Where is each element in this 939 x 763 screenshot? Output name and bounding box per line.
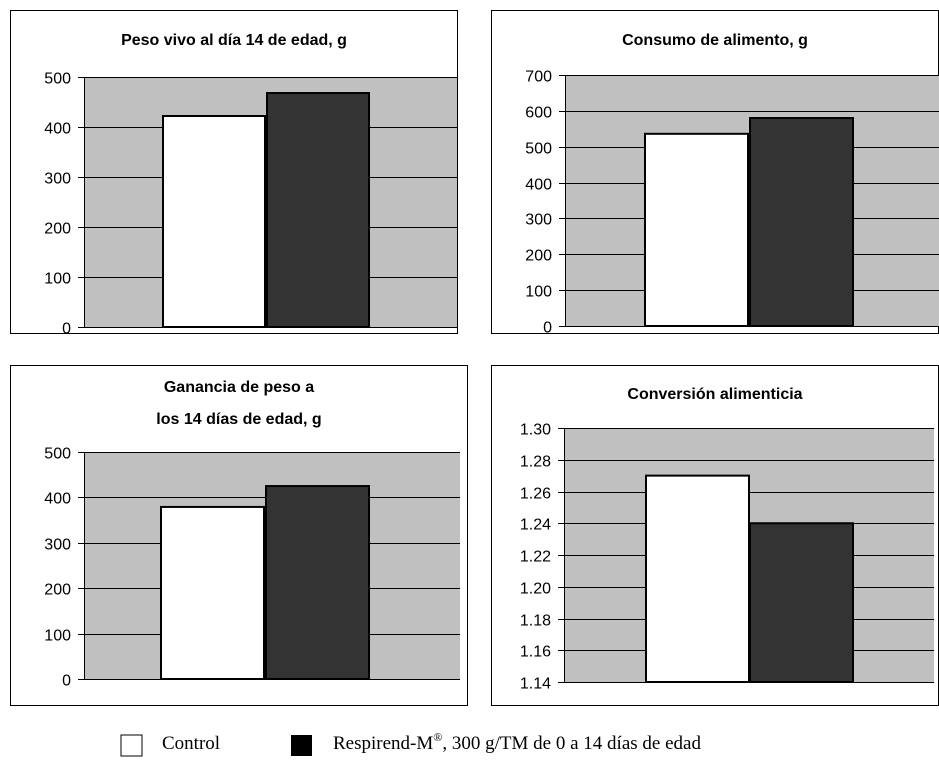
y-tick-label: 0: [62, 673, 71, 690]
legend-label-control: Control: [162, 733, 220, 754]
legend-label-treatment-suffix: , 300 g/TM de 0 a 14 días de edad: [442, 733, 701, 754]
y-tick-label: 200: [44, 221, 71, 238]
y-tick-label: 1.16: [520, 644, 551, 661]
y-tick-label: 300: [525, 212, 552, 229]
chart-panel-1: Peso vivo al día 14 de edad, g 0 100 200 300…: [11, 11, 458, 338]
y-tick-label: 300: [44, 171, 71, 188]
chart-panel-2: Consumo de alimento, g 0 100 200 300 400 500 60…: [492, 11, 939, 337]
chart-title: Conversión alimenticia: [627, 386, 802, 403]
chart-title: Ganancia de peso a: [164, 379, 314, 396]
y-tick-label: 600: [525, 105, 552, 122]
chart-title: Peso vivo al día 14 de edad, g: [121, 32, 347, 49]
chart-title: los 14 días de edad, g: [156, 411, 321, 428]
chart-title: Consumo de alimento, g: [622, 32, 808, 49]
charts-group: Peso vivo al día 14 de edad, g 0 100 200 300…: [11, 11, 939, 706]
y-tick-label: 1.18: [520, 613, 551, 630]
y-tick-label: 500: [44, 71, 71, 88]
chart-panel-3: Ganancia de peso a los 14 días de edad, g…: [11, 366, 468, 706]
legend-swatch-treatment: [291, 735, 312, 756]
bar-control: [163, 116, 265, 327]
y-tick-label: 500: [44, 446, 71, 463]
chart-panel-4: Conversión alimenticia 1.14 1.16 1.18 1.20 1.…: [492, 366, 939, 706]
y-tick-label: 400: [44, 491, 71, 508]
y-tick-label: 1.30: [520, 422, 551, 439]
y-tick-label: 100: [44, 628, 71, 645]
y-tick-label: 700: [525, 69, 552, 86]
y-tick-label: 400: [525, 177, 552, 194]
y-tick-label: 100: [44, 271, 71, 288]
y-tick-label: 1.14: [520, 676, 551, 693]
bar-treatment: [266, 486, 369, 679]
y-tick-label: 300: [44, 537, 71, 554]
legend-label-treatment-name: Respirend-M: [333, 733, 433, 754]
bar-control: [646, 476, 749, 682]
y-tick-label: 1.28: [520, 454, 551, 471]
y-tick-label: 1.26: [520, 486, 551, 503]
bar-control: [645, 134, 748, 326]
y-tick-label: 500: [525, 141, 552, 158]
bar-treatment: [750, 118, 853, 326]
legend: Control Respirend-M®, 300 g/TM de 0 a 14…: [121, 730, 701, 756]
y-tick-label: 1.24: [520, 517, 551, 534]
y-tick-label: 400: [44, 121, 71, 138]
y-tick-label: 0: [543, 320, 552, 337]
y-tick-label: 200: [44, 582, 71, 599]
y-tick-label: 100: [525, 284, 552, 301]
legend-label-treatment: Respirend-M®, 300 g/TM de 0 a 14 días de…: [333, 730, 701, 754]
y-tick-label: 1.20: [520, 581, 551, 598]
bar-treatment: [750, 523, 853, 682]
y-tick-label: 200: [525, 248, 552, 265]
legend-label-treatment-sup: ®: [433, 730, 442, 744]
legend-swatch-control: [121, 735, 142, 756]
bar-control: [161, 507, 264, 679]
y-tick-label: 0: [62, 321, 71, 338]
bar-treatment: [267, 93, 369, 327]
y-tick-label: 1.22: [520, 549, 551, 566]
